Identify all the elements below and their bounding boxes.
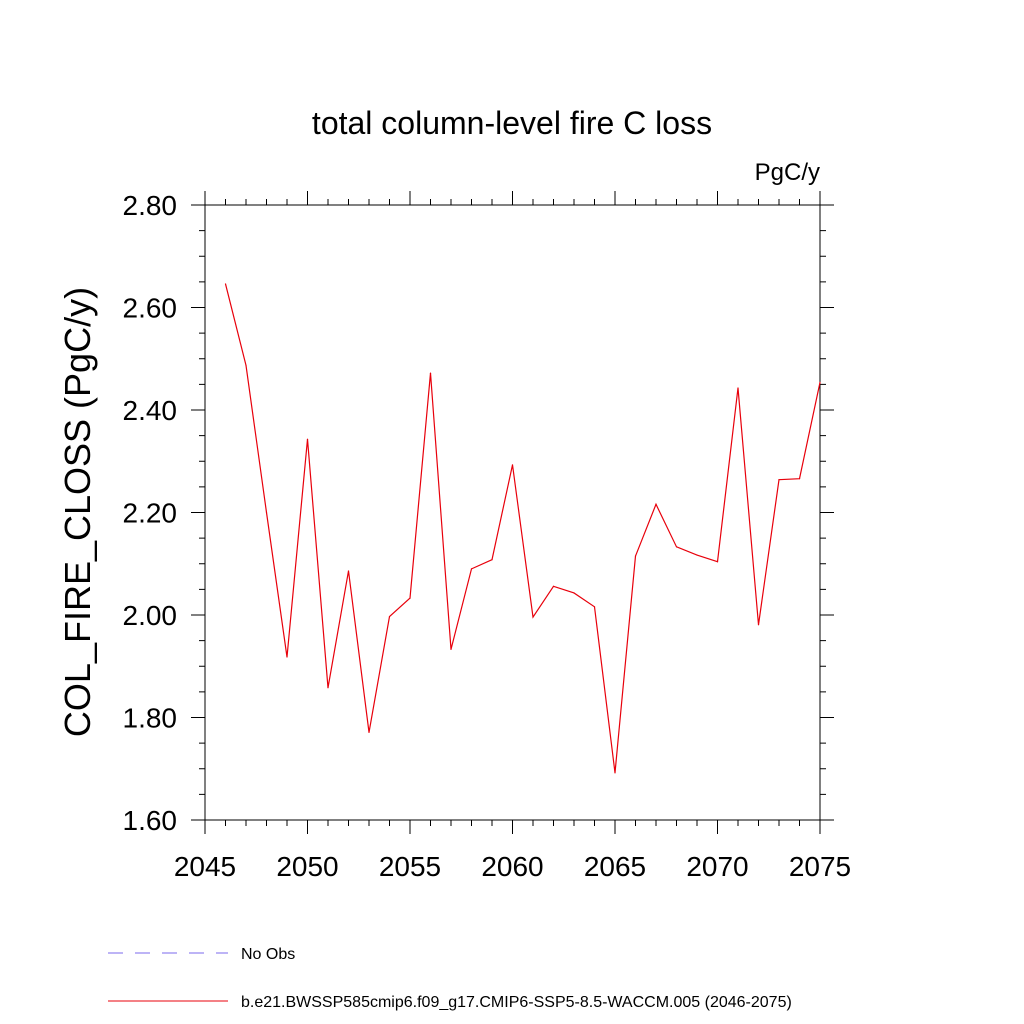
data-point bbox=[655, 503, 657, 505]
data-point bbox=[532, 616, 534, 618]
series-layer bbox=[224, 283, 821, 774]
data-point bbox=[409, 597, 411, 599]
data-point bbox=[716, 561, 719, 563]
data-point bbox=[245, 364, 247, 367]
y-tick-label: 1.80 bbox=[123, 703, 178, 734]
y-tick-label: 2.60 bbox=[123, 293, 178, 324]
data-point bbox=[819, 381, 821, 383]
y-axis-label: COL_FIRE_CLOSS (PgC/y) bbox=[57, 287, 98, 737]
x-tick-label: 2070 bbox=[686, 851, 748, 882]
y-tick-label: 2.80 bbox=[123, 190, 178, 221]
x-tick-label: 2065 bbox=[584, 851, 646, 882]
data-point bbox=[429, 372, 432, 374]
data-point bbox=[450, 648, 452, 650]
data-point bbox=[327, 687, 329, 689]
y-tick-label: 2.20 bbox=[123, 498, 178, 529]
plot-frame bbox=[204, 204, 821, 821]
data-point bbox=[737, 387, 739, 389]
data-point bbox=[552, 585, 555, 587]
data-point bbox=[347, 570, 350, 572]
data-point bbox=[614, 772, 616, 774]
data-point bbox=[634, 555, 637, 557]
units-label: PgC/y bbox=[755, 159, 820, 186]
data-point bbox=[306, 438, 309, 440]
x-tick-label: 2045 bbox=[174, 851, 236, 882]
data-point bbox=[778, 479, 780, 481]
data-point bbox=[757, 624, 760, 626]
x-tick-label: 2055 bbox=[379, 851, 441, 882]
data-point bbox=[491, 559, 493, 561]
data-point bbox=[265, 511, 268, 514]
y-tick-label: 1.60 bbox=[123, 805, 178, 836]
series-line bbox=[224, 283, 821, 773]
legend: No Obs b.e21.BWSSP585cmip6.f09_g17.CMIP6-… bbox=[108, 946, 792, 1011]
chart-title: total column-level fire C loss bbox=[312, 105, 712, 141]
data-point bbox=[675, 546, 678, 548]
data-point bbox=[224, 283, 227, 285]
data-point bbox=[798, 478, 801, 480]
x-tick-label: 2060 bbox=[481, 851, 543, 882]
data-point bbox=[388, 615, 391, 618]
data-point bbox=[573, 592, 575, 594]
axes: 2045 2050 2055 2060 2065 2070 2075 1.60 1.80 2.00… bbox=[123, 190, 852, 882]
legend-label: No Obs bbox=[241, 946, 295, 963]
legend-label: b.e21.BWSSP585cmip6.f09_g17.CMIP6-SSP5-8… bbox=[241, 994, 792, 1011]
data-point bbox=[470, 568, 473, 570]
y-tick-label: 2.00 bbox=[123, 600, 178, 631]
y-tick-label: 2.40 bbox=[123, 395, 178, 426]
data-point bbox=[511, 464, 514, 466]
data-point bbox=[286, 656, 288, 658]
data-point bbox=[593, 606, 596, 608]
data-point bbox=[696, 554, 698, 556]
data-point bbox=[368, 731, 370, 733]
x-tick-label: 2050 bbox=[276, 851, 338, 882]
x-tick-label: 2075 bbox=[789, 851, 851, 882]
